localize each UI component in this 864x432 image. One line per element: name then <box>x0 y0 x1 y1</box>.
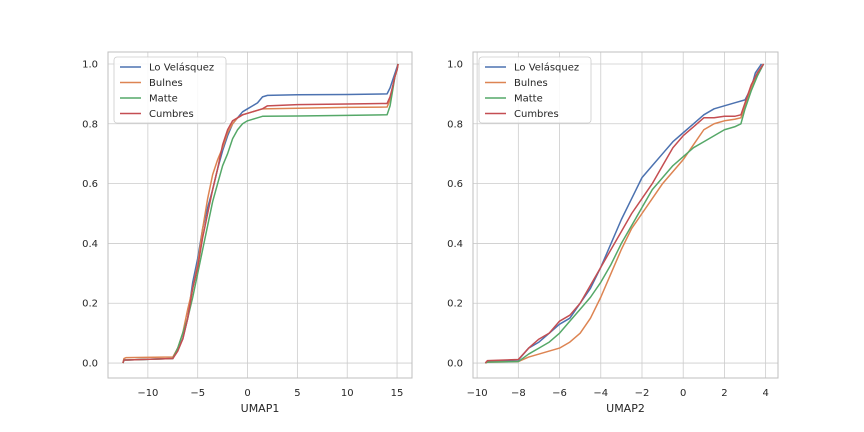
y-tick-label: 0.0 <box>82 359 98 370</box>
y-tick-label: 1.0 <box>82 59 98 70</box>
legend-label: Lo Velásquez <box>514 62 579 74</box>
y-tick-label: 0.8 <box>447 119 463 130</box>
y-tick-label: 0.0 <box>447 359 463 370</box>
series-line-3 <box>485 63 765 364</box>
legend-label: Bulnes <box>514 78 548 89</box>
x-tick-label: −2 <box>635 388 650 399</box>
y-tick-label: 0.8 <box>82 119 98 130</box>
plot-panel-1: −10 −5 0 5 10 15 0.0 0.2 0.4 0.6 0.8 1.0 UMAP1 Lo Vel… <box>82 51 413 415</box>
x-tick-label: −8 <box>511 388 526 399</box>
axes-frame <box>107 51 413 379</box>
x-tick-label: 0 <box>244 388 250 399</box>
legend-label: Matte <box>149 94 178 105</box>
plot-panel-2: −10 −8 −6 −4 −2 0 2 4 0.0 0.2 0.4 0.6 0.8 1.0 UMAP2 Lo … <box>447 51 779 415</box>
legend-label: Bulnes <box>149 78 183 89</box>
legend: Lo Velásquez Bulnes Matte Cumbres <box>113 56 227 124</box>
y-tick-label: 0.2 <box>447 299 463 310</box>
series-line-3 <box>122 63 399 364</box>
x-tick-label: 4 <box>762 388 768 399</box>
x-tick-label: 10 <box>341 388 354 399</box>
x-tick-label: 0 <box>680 388 686 399</box>
x-tick-label: 5 <box>294 388 300 399</box>
axes-frame <box>472 51 779 379</box>
series-line-4 <box>484 63 765 364</box>
x-tick-label: −5 <box>190 388 205 399</box>
series-line-1 <box>484 63 763 364</box>
legend-box <box>113 56 227 124</box>
y-tick-label: 0.6 <box>447 179 463 190</box>
legend-label: Cumbres <box>149 109 194 120</box>
x-tick-label: −10 <box>137 388 158 399</box>
legend-label: Matte <box>514 94 543 105</box>
legend-label: Cumbres <box>514 109 559 120</box>
y-tick-label: 1.0 <box>447 59 463 70</box>
legend-label: Lo Velásquez <box>149 62 214 74</box>
x-tick-label: −10 <box>467 388 488 399</box>
x-tick-label: −6 <box>552 388 567 399</box>
series-line-2 <box>485 63 765 364</box>
series-line-4 <box>122 63 399 364</box>
x-tick-label: 15 <box>391 388 404 399</box>
y-tick-label: 0.4 <box>447 239 463 250</box>
x-axis-label: UMAP1 <box>241 402 280 415</box>
x-tick-label: −4 <box>593 388 608 399</box>
x-tick-label: 2 <box>721 388 727 399</box>
y-tick-label: 0.6 <box>82 179 98 190</box>
y-tick-label: 0.4 <box>82 239 98 250</box>
x-axis-label: UMAP2 <box>606 402 645 415</box>
legend: Lo Velásquez Bulnes Matte Cumbres <box>478 56 592 124</box>
y-tick-label: 0.2 <box>82 299 98 310</box>
legend-box <box>478 56 592 124</box>
